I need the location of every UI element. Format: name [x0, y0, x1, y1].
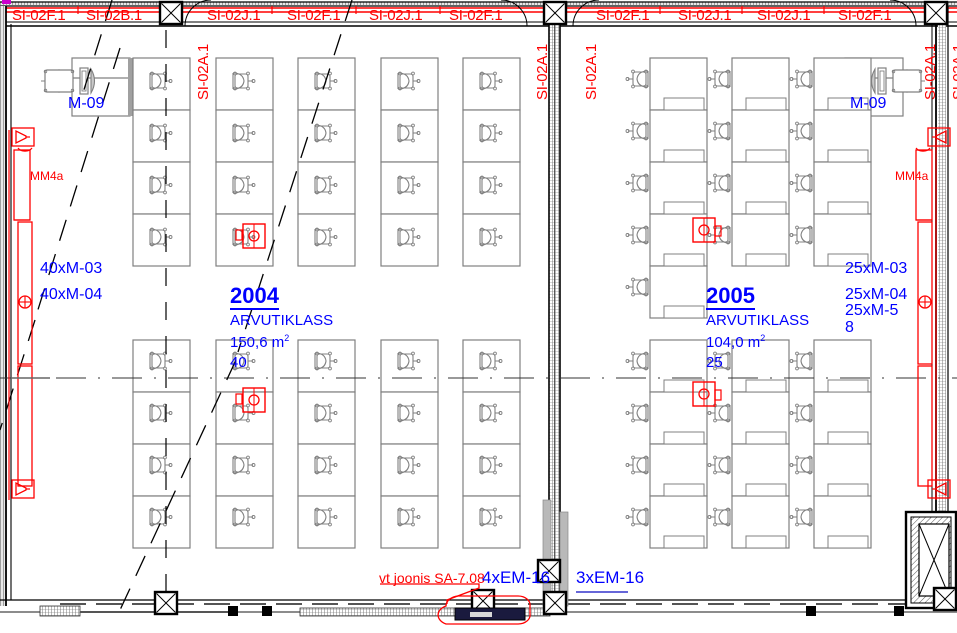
room-name-2005: ARVUTIKLASS: [706, 312, 810, 329]
drawing-reference-note: vt joonis SA-7.08: [379, 570, 485, 586]
window-tag: SI-02F.1: [838, 7, 892, 24]
window-tag-vertical: SI-02A.1: [950, 44, 957, 100]
window-tag-vertical: SI-02A.1: [922, 44, 939, 100]
equipment-label-count: 8: [845, 319, 854, 336]
right-room-desks: [625, 57, 872, 549]
window-tag-vertical: SI-02A.1: [195, 44, 212, 100]
window-tag: SI-02F.1: [12, 7, 66, 24]
equipment-label-m09: M-09: [68, 95, 105, 112]
equipment-label-m04: 25xM-04: [845, 286, 908, 303]
wall-tag-mm4a: MM4a: [895, 169, 929, 183]
bottom-red-callout: [380, 583, 531, 625]
equipment-label-m03: 25xM-03: [845, 260, 908, 277]
equipment-label-m05: 25xM-5: [845, 302, 899, 319]
window-tag: SI-02J.1: [757, 7, 811, 24]
equipment-label-m09: M-09: [850, 95, 887, 112]
window-tag: SI-02F.1: [596, 7, 650, 24]
right-wall-red-elements: [915, 127, 951, 500]
equipment-label-m04: 40xM-04: [40, 286, 103, 303]
area-unit-exponent: 2: [284, 333, 290, 343]
room-occupancy-2004: 40: [230, 354, 247, 371]
room-occupancy-2005: 25: [706, 354, 723, 371]
room-name-2004: ARVUTIKLASS: [230, 312, 334, 329]
area-unit-exponent: 2: [760, 333, 766, 343]
window-tag: SI-02F.1: [449, 7, 503, 24]
left-wall-red-elements: [8, 127, 35, 500]
left-room-desks: [132, 57, 521, 549]
window-tag: SI-02J.1: [369, 7, 423, 24]
equipment-label-em16-left: 4xEM-16: [482, 568, 551, 587]
room-number-2004: 2004: [230, 283, 279, 310]
room-area-2005: 104,0 m2: [706, 333, 766, 351]
wall-tag-mm4a: MM4a: [30, 169, 64, 183]
equipment-label-m03: 40xM-03: [40, 260, 103, 277]
window-tag: SI-02F.1: [287, 7, 341, 24]
window-tag-vertical: SI-02A.1: [534, 44, 551, 100]
window-tag: SI-02J.1: [678, 7, 732, 24]
room-number-2005: 2005: [706, 283, 755, 310]
room-area-value: 150,6 m: [230, 334, 285, 351]
room-area-value: 104,0 m: [706, 334, 761, 351]
equipment-label-em16-right: 3xEM-16: [576, 568, 645, 587]
window-tag-vertical: SI-02A.1: [583, 44, 600, 100]
room-area-2004: 150,6 m2: [230, 333, 290, 351]
window-tag: SI-02J.1: [207, 7, 261, 24]
window-tag: SI-02B.1: [86, 7, 142, 24]
